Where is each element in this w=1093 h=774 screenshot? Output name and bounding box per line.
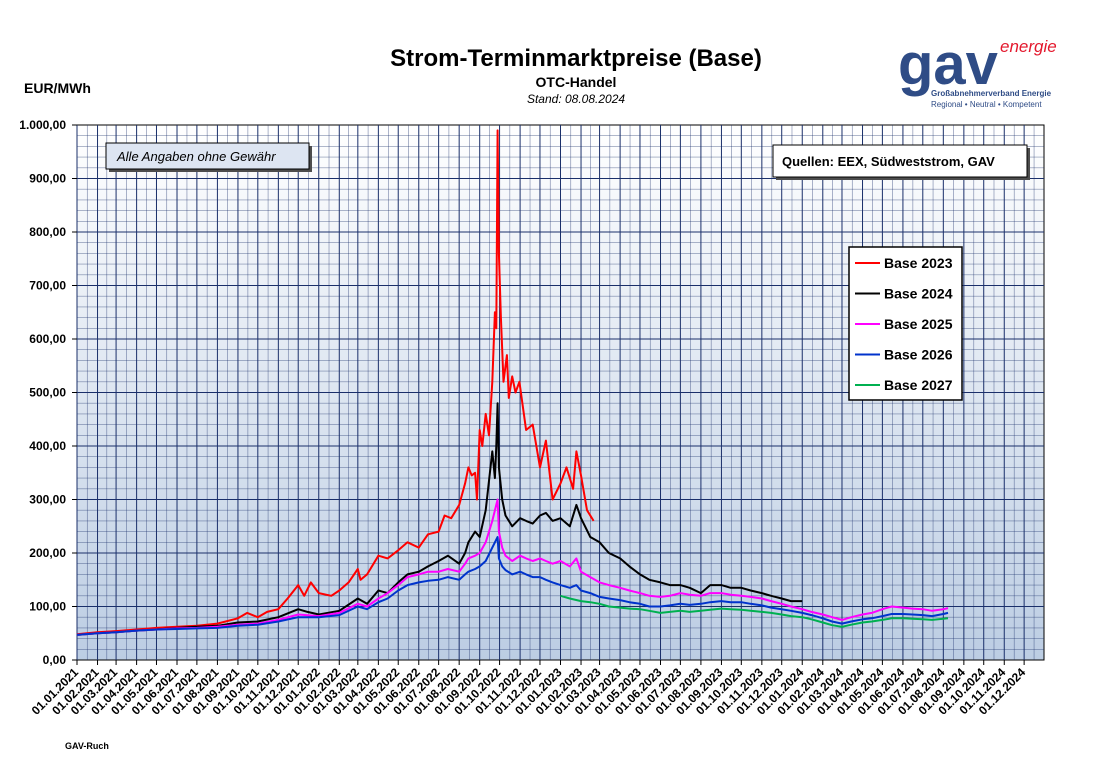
ytick-label-1: 100,00: [29, 600, 66, 614]
chart-subtitle: OTC-Handel: [536, 74, 617, 90]
chart-title: Strom-Terminmarktpreise (Base): [390, 45, 762, 72]
series-line-base-2023: [76, 129, 595, 636]
ytick-label-7: 700,00: [29, 279, 66, 293]
legend-label-1: Base 2024: [884, 286, 953, 302]
ytick-label-5: 500,00: [29, 386, 66, 400]
series-line-base-2026: [76, 536, 949, 636]
legend-label-2: Base 2025: [884, 316, 953, 332]
ytick-label-8: 800,00: [29, 225, 66, 239]
ytick-label-4: 400,00: [29, 439, 66, 453]
horizontal-gridlines: [77, 135, 1044, 650]
legend-label-3: Base 2026: [884, 347, 953, 363]
gav-logo: gav energie Großabnehmerverband Energie …: [898, 32, 1057, 109]
ytick-label-10: 1.000,00: [19, 118, 66, 132]
ytick-label-3: 300,00: [29, 493, 66, 507]
logo-suffix: energie: [1000, 37, 1057, 56]
logo-line1: Großabnehmerverband Energie: [931, 89, 1052, 98]
sources-text: Quellen: EEX, Südweststrom, GAV: [782, 154, 995, 169]
logo-line2: Regional • Neutral • Kompetent: [931, 100, 1042, 109]
legend: Base 2023 Base 2024 Base 2025 Base 2026 Base…: [848, 246, 963, 401]
series-line-base-2024: [76, 402, 803, 636]
y-axis-unit: EUR/MWh: [24, 80, 91, 96]
y-axis-ticks: 0,00 100,00 200,00 300,00 400,00 500,00 600,00…: [19, 118, 77, 667]
sources-box: Quellen: EEX, Südweststrom, GAV: [772, 144, 1030, 180]
series-layer: [76, 129, 949, 636]
stand-date: Stand: 08.08.2024: [527, 92, 625, 106]
series-line-base-2027: [560, 594, 949, 628]
series-line-base-2025: [76, 498, 949, 636]
ytick-label-6: 600,00: [29, 332, 66, 346]
legend-label-4: Base 2027: [884, 377, 953, 393]
footer-author: GAV-Ruch: [65, 741, 109, 751]
ytick-label-2: 200,00: [29, 546, 66, 560]
legend-label-0: Base 2023: [884, 255, 953, 271]
ytick-label-0: 0,00: [43, 653, 67, 667]
logo-brand: gav: [898, 32, 998, 97]
ytick-label-9: 900,00: [29, 172, 66, 186]
disclaimer-box: Alle Angaben ohne Gewähr: [105, 142, 312, 172]
x-axis-ticks: 01.01.202101.02.202101.03.202101.04.2021…: [29, 660, 1028, 718]
disclaimer-text: Alle Angaben ohne Gewähr: [116, 149, 276, 164]
